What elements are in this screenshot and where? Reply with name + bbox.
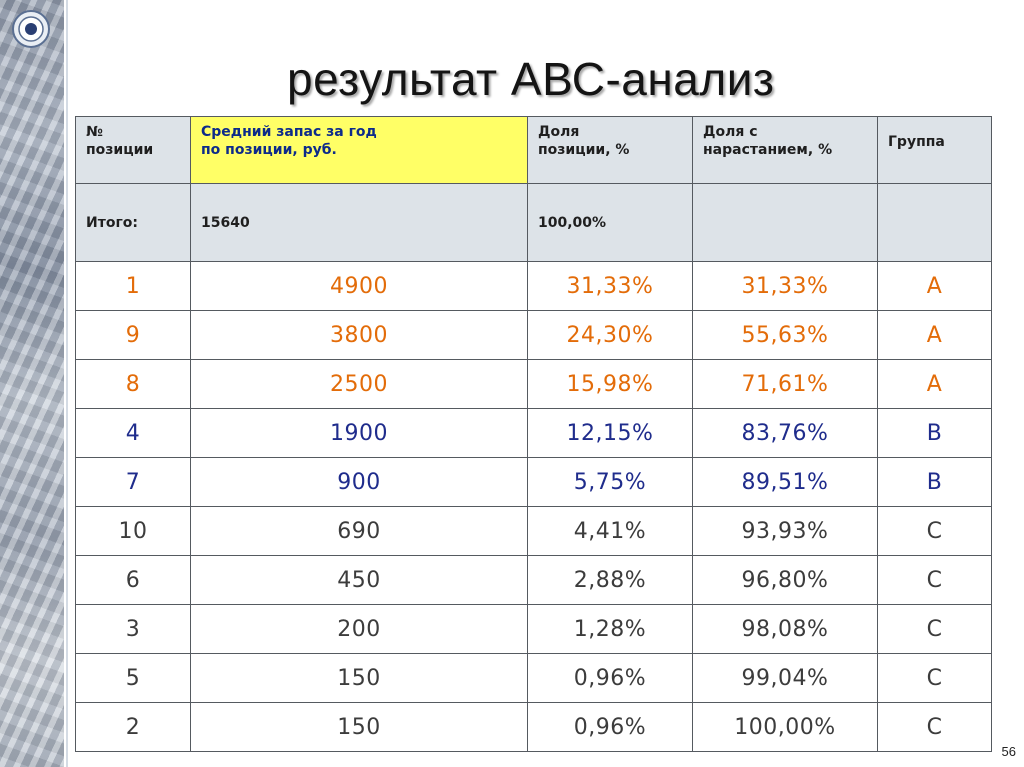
- total-cumulative: [692, 183, 878, 262]
- cell-cumulative: 100,00%: [692, 702, 878, 752]
- cell-share: 24,30%: [527, 310, 693, 360]
- cell-position: 9: [75, 310, 191, 360]
- table-row: 1 4900 31,33% 31,33% A: [75, 261, 992, 311]
- cell-cumulative: 89,51%: [692, 457, 878, 507]
- total-row: Итого: 15640 100,00%: [75, 183, 992, 262]
- cell-group: B: [877, 457, 992, 507]
- cell-avg-stock: 3800: [190, 310, 528, 360]
- cell-position: 7: [75, 457, 191, 507]
- cell-cumulative: 83,76%: [692, 408, 878, 458]
- cell-cumulative: 31,33%: [692, 261, 878, 311]
- cell-group: B: [877, 408, 992, 458]
- cell-share: 1,28%: [527, 604, 693, 654]
- cell-group: C: [877, 604, 992, 654]
- cell-position: 5: [75, 653, 191, 703]
- cell-position: 8: [75, 359, 191, 409]
- header-row: № позиции Средний запас за год по позици…: [75, 116, 992, 184]
- cell-cumulative: 98,08%: [692, 604, 878, 654]
- cell-share: 0,96%: [527, 702, 693, 752]
- cell-group: C: [877, 506, 992, 556]
- cell-cumulative: 93,93%: [692, 506, 878, 556]
- cell-avg-stock: 690: [190, 506, 528, 556]
- cell-position: 1: [75, 261, 191, 311]
- total-group: [877, 183, 992, 262]
- cell-position: 10: [75, 506, 191, 556]
- cell-position: 6: [75, 555, 191, 605]
- table-row: 8 2500 15,98% 71,61% A: [75, 359, 992, 409]
- side-divider: [66, 0, 68, 767]
- table-row: 5 150 0,96% 99,04% C: [75, 653, 992, 703]
- abc-analysis-table: № позиции Средний запас за год по позици…: [75, 116, 992, 752]
- cell-cumulative: 71,61%: [692, 359, 878, 409]
- cell-position: 4: [75, 408, 191, 458]
- slide-title: результат АВС-анализ: [287, 53, 775, 105]
- header-position: № позиции: [75, 116, 191, 184]
- cell-cumulative: 55,63%: [692, 310, 878, 360]
- page-number: 56: [1001, 744, 1016, 759]
- cell-cumulative: 96,80%: [692, 555, 878, 605]
- cell-share: 2,88%: [527, 555, 693, 605]
- table-row: 9 3800 24,30% 55,63% A: [75, 310, 992, 360]
- cell-avg-stock: 2500: [190, 359, 528, 409]
- table-row: 4 1900 12,15% 83,76% B: [75, 408, 992, 458]
- target-icon: [12, 10, 50, 48]
- cell-share: 15,98%: [527, 359, 693, 409]
- header-avg-stock: Средний запас за год по позиции, руб.: [190, 116, 528, 184]
- cell-share: 31,33%: [527, 261, 693, 311]
- cell-group: A: [877, 310, 992, 360]
- cell-avg-stock: 200: [190, 604, 528, 654]
- cell-avg-stock: 1900: [190, 408, 528, 458]
- table-row: 10 690 4,41% 93,93% C: [75, 506, 992, 556]
- total-share: 100,00%: [527, 183, 693, 262]
- cell-share: 5,75%: [527, 457, 693, 507]
- cell-avg-stock: 150: [190, 702, 528, 752]
- table-row: 7 900 5,75% 89,51% B: [75, 457, 992, 507]
- cell-avg-stock: 900: [190, 457, 528, 507]
- cell-group: C: [877, 555, 992, 605]
- cell-share: 0,96%: [527, 653, 693, 703]
- table-row: 3 200 1,28% 98,08% C: [75, 604, 992, 654]
- cell-group: A: [877, 359, 992, 409]
- total-stock: 15640: [190, 183, 528, 262]
- cell-avg-stock: 450: [190, 555, 528, 605]
- table-row: 2 150 0,96% 100,00% C: [75, 702, 992, 752]
- cell-share: 12,15%: [527, 408, 693, 458]
- cell-group: A: [877, 261, 992, 311]
- cell-share: 4,41%: [527, 506, 693, 556]
- cell-avg-stock: 150: [190, 653, 528, 703]
- table-row: 6 450 2,88% 96,80% C: [75, 555, 992, 605]
- header-cumulative: Доля с нарастанием, %: [692, 116, 878, 184]
- cell-group: C: [877, 653, 992, 703]
- cell-group: C: [877, 702, 992, 752]
- total-label: Итого:: [75, 183, 191, 262]
- cell-position: 3: [75, 604, 191, 654]
- cell-avg-stock: 4900: [190, 261, 528, 311]
- side-decoration: [0, 0, 64, 767]
- header-group: Группа: [877, 116, 992, 184]
- header-share: Доля позиции, %: [527, 116, 693, 184]
- cell-cumulative: 99,04%: [692, 653, 878, 703]
- cell-position: 2: [75, 702, 191, 752]
- side-texture: [0, 0, 64, 767]
